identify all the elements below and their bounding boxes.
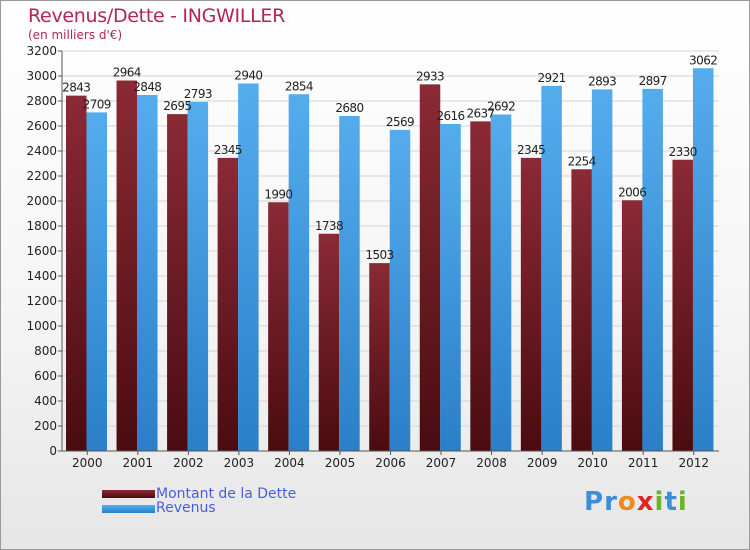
legend-label-revenus: Revenus (156, 500, 216, 516)
bar-revenus (642, 88, 663, 451)
data-label-dette: 2933 (416, 69, 444, 83)
data-label-revenus: 3062 (689, 53, 717, 67)
x-tick-label: 2005 (325, 456, 356, 470)
legend-label-dette: Montant de la Dette (156, 486, 297, 502)
bar-dette (470, 121, 491, 451)
y-tick-label: 1400 (26, 269, 57, 283)
y-tick-label: 0 (49, 444, 57, 458)
bar-revenus (238, 83, 259, 451)
x-tick-label: 2002 (173, 456, 204, 470)
y-tick-label: 2400 (26, 144, 57, 158)
logo-letter: P (584, 487, 605, 517)
data-label-revenus: 2616 (436, 109, 464, 123)
bar-revenus (541, 85, 562, 451)
data-label-revenus: 2893 (588, 74, 616, 88)
x-tick-label: 2006 (375, 456, 406, 470)
bar-dette (116, 80, 138, 451)
bar-revenus (339, 116, 360, 451)
bar-revenus (389, 129, 411, 451)
logo-letter: i (677, 487, 688, 517)
data-label-dette: 2695 (163, 99, 191, 113)
data-label-dette: 2345 (214, 143, 242, 157)
chart-subtitle: (en milliers d'€) (28, 28, 123, 42)
y-tick-label: 1600 (26, 244, 57, 258)
data-label-revenus: 2940 (234, 69, 262, 83)
bar-revenus (490, 114, 512, 451)
x-tick-label: 2003 (224, 456, 255, 470)
data-label-revenus: 2692 (487, 100, 515, 114)
y-tick-label: 2200 (26, 169, 57, 183)
data-label-revenus: 2897 (639, 74, 667, 88)
data-label-dette: 2006 (618, 185, 646, 199)
x-tick-label: 2001 (123, 456, 154, 470)
legend-swatch-revenus (102, 505, 155, 513)
data-label-dette: 1503 (365, 248, 393, 262)
x-tick-label: 2000 (72, 456, 103, 470)
data-label-revenus: 2854 (285, 79, 313, 93)
data-label-dette: 1738 (315, 219, 343, 233)
x-tick-label: 2007 (426, 456, 457, 470)
logo-letter: r (604, 487, 618, 517)
x-tick-label: 2011 (628, 456, 659, 470)
bar-dette (369, 263, 390, 451)
y-tick-label: 400 (34, 394, 57, 408)
bar-dette (318, 233, 340, 451)
data-label-dette: 1990 (264, 187, 292, 201)
bar-dette (672, 159, 693, 451)
y-tick-label: 600 (34, 369, 57, 383)
bar-dette (571, 169, 592, 451)
bar-dette (419, 84, 441, 451)
bar-revenus (288, 94, 310, 451)
bar-revenus (591, 89, 613, 451)
data-label-revenus: 2709 (83, 97, 111, 111)
bar-revenus (692, 68, 714, 451)
bar-dette (217, 157, 239, 451)
logo-letter: x (636, 487, 655, 517)
data-label-dette: 2330 (669, 145, 697, 159)
logo-letter: t (664, 487, 678, 517)
y-tick-label: 1800 (26, 219, 57, 233)
proxiti-logo: Proxiti (584, 487, 688, 517)
data-label-revenus: 2569 (386, 115, 414, 129)
chart-title: Revenus/Dette - INGWILLER (28, 5, 286, 27)
logo-letter: i (654, 487, 665, 517)
x-tick-label: 2009 (527, 456, 558, 470)
y-tick-label: 1000 (26, 319, 57, 333)
bar-dette (520, 157, 542, 451)
bar-revenus (440, 124, 461, 451)
y-tick-label: 3000 (26, 69, 57, 83)
data-label-dette: 2254 (568, 154, 596, 168)
bar-dette (268, 202, 289, 451)
y-tick-label: 1200 (26, 294, 57, 308)
data-label-dette: 2843 (62, 81, 90, 95)
x-tick-label: 2008 (476, 456, 507, 470)
y-tick-label: 800 (34, 344, 57, 358)
x-tick-label: 2004 (274, 456, 305, 470)
y-tick-label: 2600 (26, 119, 57, 133)
data-label-revenus: 2921 (538, 71, 566, 85)
data-label-dette: 2345 (517, 143, 545, 157)
data-label-revenus: 2793 (184, 87, 212, 101)
bar-revenus (187, 101, 209, 451)
x-tick-label: 2012 (678, 456, 709, 470)
x-tick-label: 2010 (577, 456, 608, 470)
bar-dette (167, 114, 188, 451)
bar-dette (66, 95, 87, 451)
data-label-dette: 2964 (113, 66, 141, 80)
bar-dette (621, 200, 643, 451)
data-label-revenus: 2848 (133, 80, 161, 94)
y-tick-label: 3200 (26, 44, 57, 58)
bar-revenus (86, 112, 107, 451)
legend-swatch-dette (102, 490, 155, 498)
y-tick-label: 200 (34, 419, 57, 433)
data-label-dette: 2637 (466, 106, 494, 120)
data-label-revenus: 2680 (335, 101, 363, 115)
y-tick-label: 2000 (26, 194, 57, 208)
logo-letter: o (617, 487, 637, 517)
bar-revenus (137, 95, 158, 451)
y-tick-label: 2800 (26, 94, 57, 108)
